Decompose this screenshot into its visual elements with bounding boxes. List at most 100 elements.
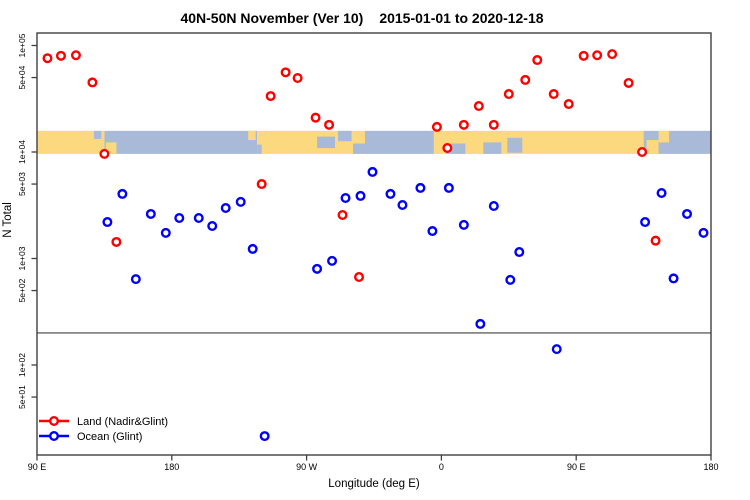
map-ocean-patch xyxy=(93,130,102,139)
ocean-point xyxy=(505,274,516,285)
land-point xyxy=(310,112,321,123)
legend-ocean-label: Ocean (Glint) xyxy=(77,431,142,443)
title-dates-label: 2015-01-01 to 2020-12-18 xyxy=(379,10,543,26)
map-ocean-patch xyxy=(507,137,523,153)
legend-land-label: Land (Nadir&Glint) xyxy=(77,416,168,428)
y-axis-title: N Total xyxy=(2,202,14,238)
y-tick-label: 1e+03 xyxy=(17,246,27,270)
legend-land-marker-icon xyxy=(49,416,60,427)
land-point xyxy=(42,53,53,64)
ocean-point xyxy=(355,190,366,201)
axis-ticks-layer: 1e+05 5e+04 1e+04 5e+03 1e+03 5e+02 1e+02 5e+01… xyxy=(17,33,719,472)
ocean-point xyxy=(117,188,128,199)
ocean-point xyxy=(145,208,156,219)
ocean-point xyxy=(640,217,651,228)
land-point xyxy=(292,73,303,84)
ocean-point xyxy=(327,255,338,266)
ocean-point xyxy=(130,274,141,285)
y-tick-label: 1e+05 xyxy=(17,33,27,57)
ocean-point xyxy=(385,188,396,199)
land-point xyxy=(623,77,634,88)
y-tick-label: 5e+04 xyxy=(17,65,27,89)
ocean-point xyxy=(551,344,562,355)
ocean-point xyxy=(235,196,246,207)
map-ocean-patch xyxy=(445,143,466,154)
ocean-point xyxy=(514,247,525,258)
y-tick-label: 5e+03 xyxy=(17,172,27,196)
map-band-layer xyxy=(37,130,711,154)
land-point xyxy=(548,89,559,100)
ocean-point xyxy=(193,213,204,224)
map-land-patch xyxy=(658,130,670,143)
land-point xyxy=(354,272,365,283)
land-point xyxy=(503,89,514,100)
ocean-point xyxy=(475,318,486,329)
land-point xyxy=(532,55,543,66)
ocean-point xyxy=(259,431,270,442)
ocean-point xyxy=(102,217,113,228)
land-point xyxy=(520,74,531,85)
x-tick-label: 90 E xyxy=(567,462,586,472)
map-ocean-segment xyxy=(365,130,434,154)
land-point xyxy=(650,235,661,246)
ocean-point xyxy=(247,243,258,254)
ocean-point xyxy=(207,220,218,231)
map-land-segment xyxy=(37,130,105,154)
land-point xyxy=(578,50,589,61)
land-point xyxy=(111,236,122,247)
x-tick-label: 90 W xyxy=(296,462,318,472)
ocean-point xyxy=(367,166,378,177)
map-ocean-patch xyxy=(338,130,352,142)
legend-ocean-marker-icon xyxy=(49,431,60,442)
map-land-patch xyxy=(646,140,659,154)
land-point xyxy=(637,146,648,157)
map-land-patch xyxy=(248,130,256,141)
land-point xyxy=(99,148,110,159)
land-point xyxy=(458,119,469,130)
map-ocean-patch xyxy=(257,144,262,154)
land-point xyxy=(70,50,81,61)
land-point xyxy=(488,119,499,130)
land-point xyxy=(592,50,603,61)
map-ocean-segment xyxy=(104,130,258,154)
x-tick-label: 0 xyxy=(439,462,444,472)
x-tick-label: 180 xyxy=(703,462,718,472)
land-point xyxy=(337,210,348,221)
ocean-point xyxy=(427,226,438,237)
map-ocean-patch xyxy=(483,142,502,154)
map-land-patch xyxy=(105,142,117,154)
ocean-point xyxy=(174,213,185,224)
y-tick-label: 1e+02 xyxy=(17,353,27,377)
page-title: 40N-50N November (Ver 10) 2015-01-01 to 2… xyxy=(180,10,543,26)
y-tick-label: 5e+01 xyxy=(17,385,27,409)
title-range-label: 40N-50N November (Ver 10) xyxy=(180,10,363,26)
ocean-point xyxy=(656,188,667,199)
ocean-point xyxy=(458,219,469,230)
ocean-point xyxy=(443,182,454,193)
ocean-point xyxy=(397,199,408,210)
land-point xyxy=(563,99,574,110)
x-axis-title: Longitude (deg E) xyxy=(328,478,420,490)
ocean-point xyxy=(160,227,171,238)
ocean-point xyxy=(668,273,679,284)
x-tick-label: 180 xyxy=(164,462,179,472)
legend: Land (Nadir&Glint) Ocean (Glint) xyxy=(39,416,168,443)
land-point xyxy=(473,101,484,112)
ocean-point xyxy=(698,227,709,238)
land-point xyxy=(265,91,276,102)
ocean-point xyxy=(415,182,426,193)
land-point xyxy=(431,121,442,132)
plot-border xyxy=(36,32,712,456)
y-tick-label: 5e+02 xyxy=(17,278,27,302)
land-point xyxy=(442,143,453,154)
ocean-point xyxy=(220,202,231,213)
land-point xyxy=(87,77,98,88)
land-point xyxy=(607,49,618,60)
plot-frame-layer xyxy=(36,32,712,456)
ocean-point xyxy=(340,192,351,203)
map-ocean-patch xyxy=(317,136,336,149)
land-point xyxy=(280,67,291,78)
land-point xyxy=(324,119,335,130)
